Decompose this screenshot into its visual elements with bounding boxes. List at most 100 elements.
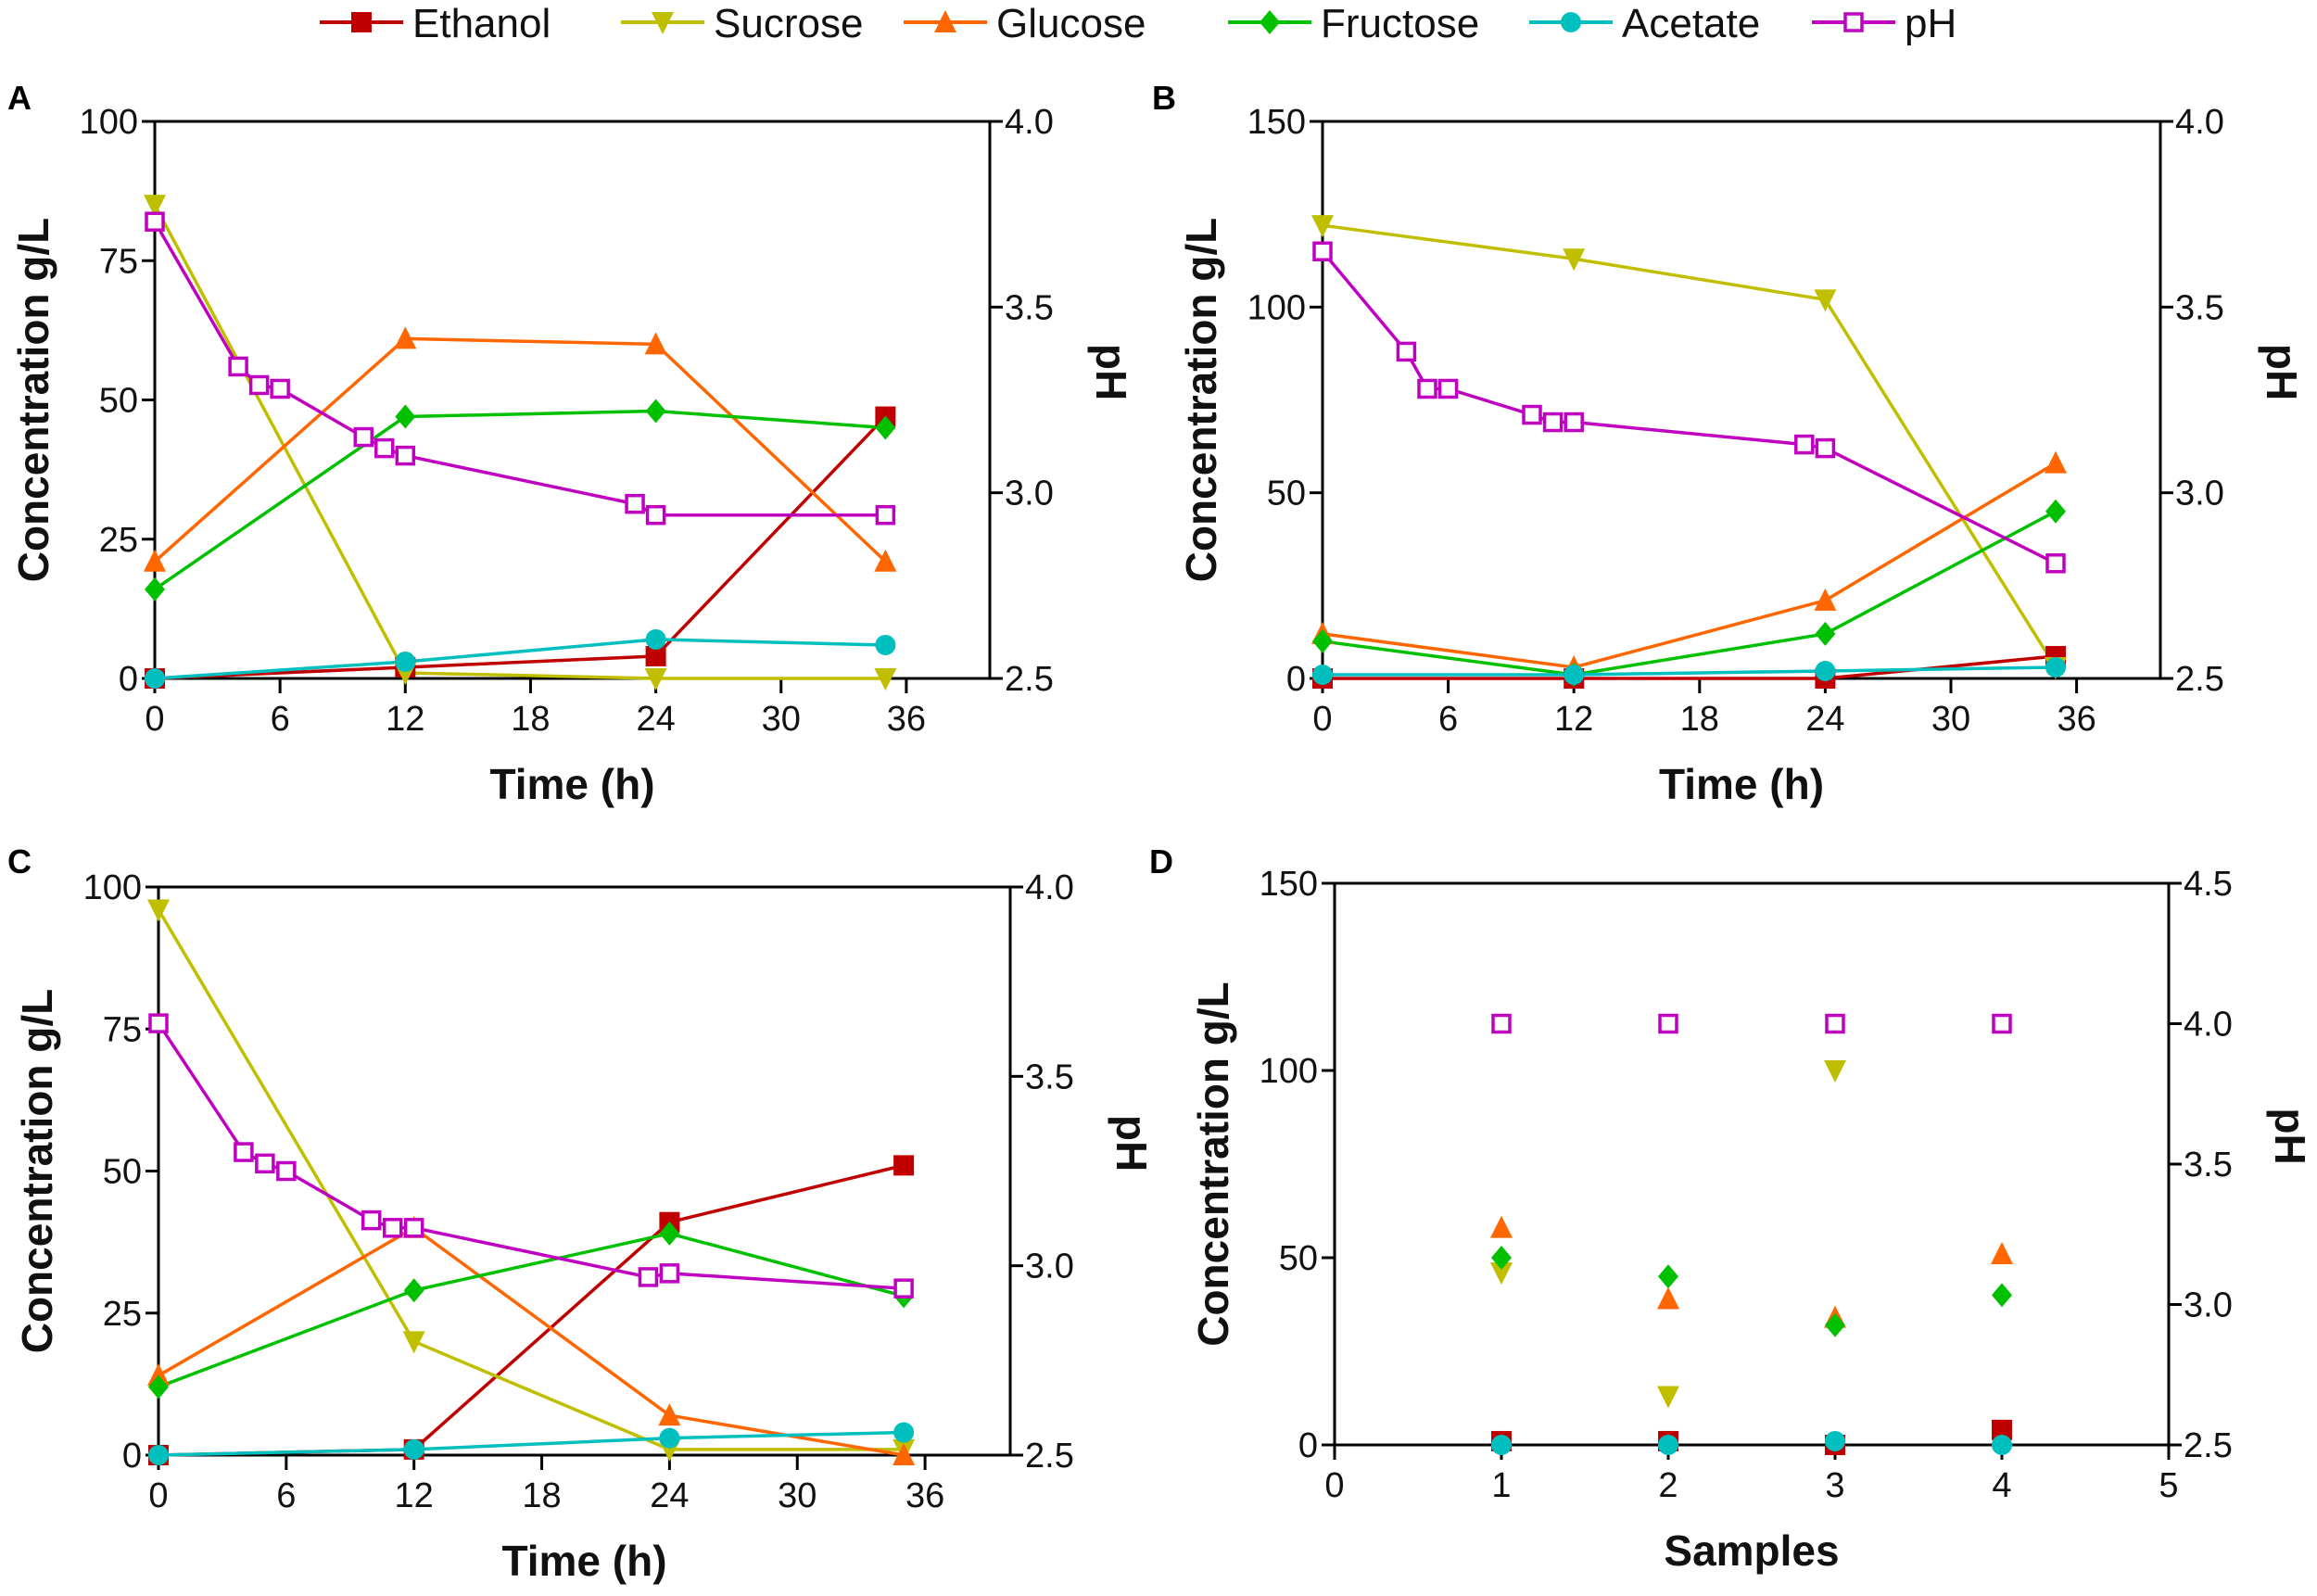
y-tick-label: 100 (83, 868, 142, 907)
markers-glucose (144, 326, 897, 572)
data-point-glucose (144, 549, 166, 572)
series-line-ethanol (1323, 654, 2057, 680)
data-point-acetate (893, 1422, 915, 1443)
legend-marker-square-filled-icon (351, 12, 372, 32)
markers-ethanol (148, 1155, 915, 1465)
x-tick-label: 36 (887, 700, 926, 739)
markers-sucrose (1490, 1060, 1846, 1409)
data-point-ph (1794, 434, 1815, 455)
y-axis-title: Concentration g/L (1189, 982, 1237, 1347)
data-point-sucrose (644, 668, 667, 690)
y2-tick-label: 3.5 (1025, 1058, 1074, 1096)
data-point-glucose (874, 549, 897, 572)
panel-label: D (1149, 842, 1173, 880)
series-line-sucrose (1322, 223, 2057, 668)
y2-tick-label: 2.5 (1025, 1437, 1074, 1476)
x-tick-label: 0 (148, 1476, 168, 1515)
y-tick-label: 50 (1279, 1239, 1318, 1278)
y-tick-label: 75 (103, 1010, 142, 1049)
data-point-acetate (148, 1445, 169, 1465)
x-tick-label: 30 (778, 1476, 817, 1515)
y2-tick-label: 4.0 (2184, 1006, 2233, 1045)
legend-item-ph: pH (1812, 1, 1956, 46)
x-tick-label: 12 (395, 1476, 434, 1515)
data-point-ph (1658, 1013, 1678, 1034)
y2-tick-label: 2.5 (2175, 660, 2224, 699)
panel-B: B 0 6 12 18 24 30 36 0 50 100 150 2.5 3.0 3.5 4.0 Time (… (1152, 79, 2306, 808)
markers-fructose (145, 399, 896, 602)
x-tick-label: 0 (1324, 1466, 1344, 1505)
data-point-ph (2045, 553, 2066, 574)
data-point-fructose (1658, 1264, 1678, 1289)
data-point-glucose (893, 1443, 916, 1465)
y2-tick-label: 3.5 (2184, 1146, 2233, 1184)
data-point-ph (645, 504, 666, 526)
series-fructose (158, 1232, 905, 1389)
series-line-acetate (154, 638, 886, 680)
data-point-sucrose (1824, 1060, 1846, 1083)
y2-axis-title: pH (2266, 1108, 2314, 1164)
legend-label: Sucrose (714, 1, 863, 46)
markers-sucrose (1311, 215, 2067, 679)
series-glucose (1322, 462, 2057, 669)
x-tick-label: 24 (1805, 700, 1844, 739)
x-axis-title: Time (h) (1659, 760, 1824, 808)
data-point-ph (893, 1278, 914, 1298)
data-point-ph (1815, 437, 1836, 459)
x-tick-label: 18 (511, 700, 550, 739)
x-tick-label: 24 (636, 700, 675, 739)
series-glucose (158, 1225, 905, 1457)
data-point-ethanol (893, 1155, 915, 1176)
data-point-sucrose (144, 195, 166, 218)
y-tick-label: 100 (80, 103, 138, 142)
y-tick-label: 50 (99, 382, 138, 421)
series-ph (153, 221, 886, 517)
x-tick-label: 12 (386, 700, 424, 739)
data-point-ph (1564, 412, 1584, 433)
markers-ph (145, 211, 896, 526)
y-tick-label: 0 (119, 660, 138, 699)
y2-axis-title: pH (1087, 344, 1135, 400)
panel-A: A 0 6 12 18 24 30 36 0 25 50 75 100 2.5 3.0 3.5 4.0 Time … (7, 79, 1135, 808)
x-tick-label: 24 (650, 1476, 689, 1515)
series-ethanol (154, 415, 887, 680)
markers-fructose (1491, 1246, 2012, 1337)
data-point-ph (1542, 412, 1564, 433)
x-tick-label: 18 (1680, 700, 1719, 739)
y-tick-label: 100 (1247, 288, 1306, 327)
data-point-fructose (659, 1221, 680, 1246)
data-point-acetate (1564, 664, 1585, 685)
panels: A0 6 12 18 24 30 3602550751002.53.03.54.0Time … (7, 79, 2314, 1585)
panel-label: C (7, 842, 32, 880)
series-line-glucose (158, 1225, 905, 1457)
data-point-acetate (145, 668, 165, 689)
markers-sucrose (147, 899, 916, 1462)
x-tick-label: 6 (276, 1476, 296, 1515)
markers-acetate (1491, 1430, 2012, 1455)
data-point-ph (1417, 378, 1437, 399)
y2-tick-label: 2.5 (1005, 660, 1054, 699)
y2-tick-label: 3.0 (1005, 475, 1054, 513)
x-tick-label: 30 (762, 700, 801, 739)
legend-label: Fructose (1321, 1, 1479, 46)
x-tick-label: 30 (1931, 700, 1970, 739)
y-axis-title: Concentration g/L (9, 218, 57, 583)
series-sucrose (153, 204, 886, 680)
data-point-acetate (1992, 1435, 2012, 1455)
x-tick-label: 3 (1825, 1466, 1844, 1505)
series-ph (157, 1022, 905, 1290)
data-point-ph (353, 426, 374, 448)
legend-item-fructose: Fructose (1228, 1, 1479, 46)
data-point-ph (403, 1218, 424, 1238)
data-point-glucose (644, 332, 667, 355)
series-line-fructose (154, 409, 886, 591)
data-point-ph (255, 1153, 275, 1174)
data-point-ph (234, 1142, 254, 1162)
markers-ethanol (1491, 1419, 2012, 1455)
x-tick-label: 0 (145, 700, 164, 739)
x-tick-label: 6 (271, 700, 290, 739)
data-point-fructose (1815, 621, 1836, 646)
series-line-glucose (153, 336, 887, 564)
data-point-ph (270, 378, 290, 399)
data-point-fructose (145, 576, 165, 602)
